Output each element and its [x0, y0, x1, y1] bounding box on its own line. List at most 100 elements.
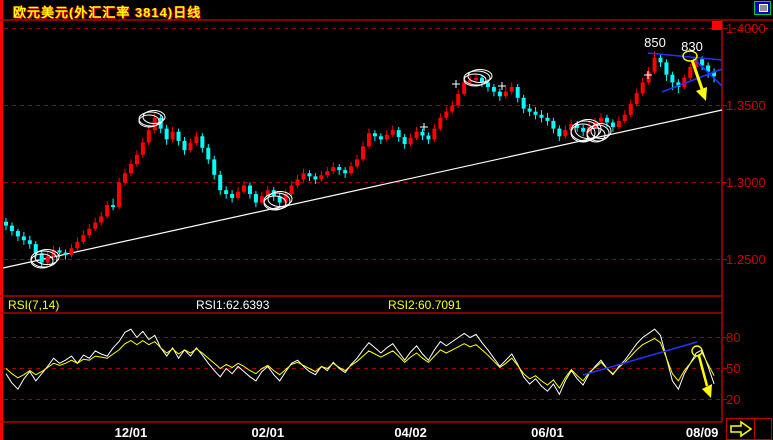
candle-body	[503, 91, 508, 97]
candle-body	[301, 173, 306, 180]
candle-body	[21, 236, 26, 241]
candle-body	[140, 142, 145, 155]
rsi2-value-label: RSI2:60.7091	[388, 298, 462, 312]
date-tick-label: 08/09	[686, 425, 719, 440]
candle-body	[456, 93, 461, 106]
candle-body	[15, 231, 20, 237]
candle-body	[587, 127, 592, 132]
circle-annotation	[267, 191, 293, 207]
candle-body	[289, 185, 294, 195]
red-marker	[712, 21, 722, 30]
chart-title: 欧元美元(外汇汇率 3814)日线	[13, 5, 202, 20]
candle-body	[218, 174, 223, 191]
circle-annotation	[463, 73, 487, 87]
circle-annotation	[570, 123, 596, 143]
candle-body	[432, 128, 437, 140]
scrollbar-divider	[754, 419, 755, 439]
candle-body	[396, 130, 401, 138]
candle-body	[349, 166, 354, 174]
scroll-right-arrow-icon	[730, 420, 753, 438]
candle-body	[509, 87, 514, 92]
candle-body	[236, 191, 241, 198]
candle-body	[610, 122, 615, 128]
candle-body	[664, 62, 669, 75]
candle-body	[128, 164, 133, 174]
scroll-right-button[interactable]	[726, 418, 772, 440]
candle-body	[212, 159, 217, 175]
date-tick-label: 06/01	[531, 425, 564, 440]
candle-body	[45, 256, 50, 263]
candle-body	[4, 221, 8, 226]
candle-body	[230, 194, 235, 198]
window-glyph	[759, 4, 768, 12]
candle-body	[242, 185, 246, 192]
rsi-params-label: RSI(7,14)	[8, 298, 60, 312]
candle-body	[420, 131, 425, 136]
candle-body	[640, 82, 645, 94]
candle-body	[93, 222, 98, 229]
candle-body	[688, 67, 693, 78]
candle-body	[450, 105, 455, 112]
candle-body	[563, 130, 568, 137]
candle-body	[712, 71, 717, 77]
price-tick-label: 1.4000	[726, 21, 766, 36]
down-arrow-shaft	[690, 59, 704, 90]
candle-body	[569, 123, 574, 131]
peak-price-label: 850	[644, 35, 666, 50]
rsi-tick-label: 50	[726, 361, 740, 376]
candle-body	[628, 103, 633, 115]
candle-body	[438, 117, 443, 129]
candle-body	[515, 87, 520, 98]
date-tick-label: 12/01	[115, 425, 148, 440]
rsi-down-arrow-shaft	[697, 355, 709, 387]
candle-body	[575, 123, 580, 128]
candle-body	[658, 57, 663, 63]
circle-annotation	[30, 253, 54, 269]
candle-body	[337, 167, 342, 171]
candle-body	[75, 241, 80, 249]
candle-body	[355, 159, 360, 167]
restore-window-icon[interactable]	[754, 1, 771, 15]
titlebar: 欧元美元(外汇汇率 3814)日线	[0, 0, 773, 20]
candle-body	[485, 82, 490, 88]
candle-body	[474, 77, 479, 81]
candle-body	[604, 117, 609, 123]
candle-body	[277, 196, 282, 203]
rsi-blue-trend-annotation	[582, 341, 698, 376]
window-left-border	[0, 0, 3, 440]
candle-body	[182, 140, 187, 151]
rsi-line-rsi2	[5, 337, 715, 390]
candle-body	[325, 171, 330, 176]
candle-body	[408, 137, 413, 144]
candle-body	[361, 146, 365, 160]
candle-body	[497, 91, 502, 97]
rsi-yellow-circle-annotation	[691, 345, 703, 357]
candle-body	[164, 128, 169, 140]
candle-body	[39, 253, 44, 263]
candle-body	[527, 108, 532, 112]
candle-body	[206, 147, 211, 160]
candle-body	[265, 190, 270, 197]
candle-body	[331, 167, 336, 172]
candle-body	[378, 136, 383, 140]
candle-body	[652, 57, 657, 72]
candle-body	[27, 240, 32, 245]
down-arrow-head	[696, 87, 707, 101]
candle-body	[581, 127, 586, 132]
candle-body	[194, 136, 199, 144]
candle-body	[123, 173, 127, 183]
candle-body	[491, 87, 496, 92]
candle-body	[111, 205, 116, 208]
candle-body	[146, 130, 151, 143]
candle-body	[384, 134, 389, 140]
candle-body	[69, 248, 74, 255]
candle-body	[551, 120, 556, 129]
candle-body	[682, 77, 687, 88]
candle-body	[117, 182, 122, 208]
circle-annotation	[138, 114, 160, 128]
rsi1-value-label: RSI1:62.6393	[196, 298, 270, 312]
white-circle-annotations	[30, 69, 652, 269]
candle-body	[533, 111, 538, 115]
candle-body	[462, 82, 467, 94]
